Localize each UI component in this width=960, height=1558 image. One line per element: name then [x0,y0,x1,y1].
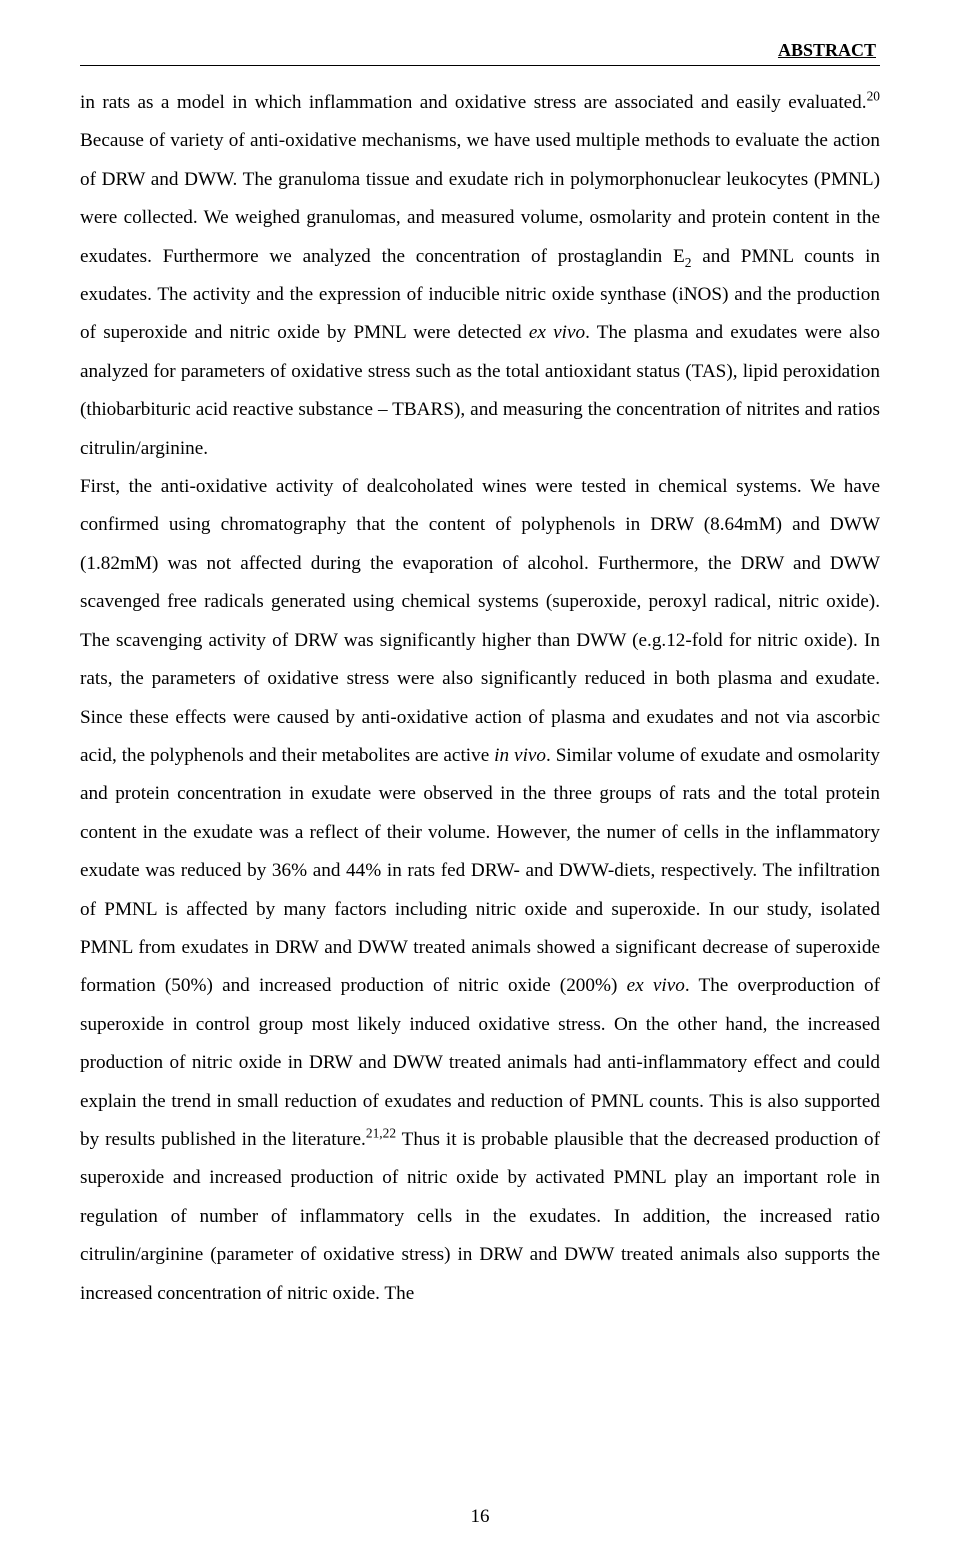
paragraph-segment: . Similar volume of exudate and osmolari… [80,745,880,996]
paragraph-segment: . The overproduction of superoxide in co… [80,975,880,1150]
citation-superscript-20: 20 [867,89,880,104]
abstract-body: in rats as a model in which inflammation… [80,84,880,1313]
italic-in-vivo: in vivo [494,745,546,766]
paragraph-segment: in rats as a model in which inflammation… [80,92,867,113]
document-page: ABSTRACT in rats as a model in which inf… [0,0,960,1558]
citation-superscript-21-22: 21,22 [366,1126,396,1141]
header-rule [80,65,880,66]
paragraph-segment: First, the anti-oxidative activity of de… [80,476,880,766]
header-abstract-label: ABSTRACT [80,40,880,61]
italic-ex-vivo: ex vivo [529,322,585,343]
paragraph-segment: Thus it is probable plausible that the d… [80,1129,880,1304]
page-number: 16 [0,1506,960,1528]
italic-ex-vivo: ex vivo [627,975,685,996]
